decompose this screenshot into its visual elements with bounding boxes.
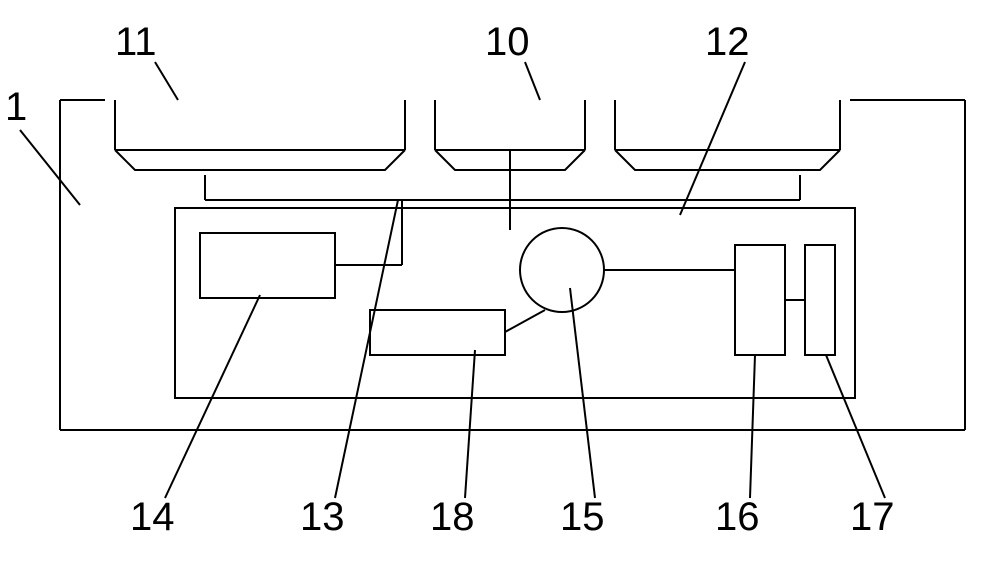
svg-text:1: 1 — [5, 85, 27, 129]
svg-text:18: 18 — [430, 495, 475, 539]
svg-text:11: 11 — [115, 20, 157, 64]
svg-text:16: 16 — [715, 495, 760, 539]
svg-text:13: 13 — [300, 495, 345, 539]
svg-text:10: 10 — [485, 20, 530, 64]
svg-text:12: 12 — [705, 20, 750, 64]
svg-text:17: 17 — [850, 495, 895, 539]
svg-text:15: 15 — [560, 495, 605, 539]
svg-text:14: 14 — [130, 495, 175, 539]
